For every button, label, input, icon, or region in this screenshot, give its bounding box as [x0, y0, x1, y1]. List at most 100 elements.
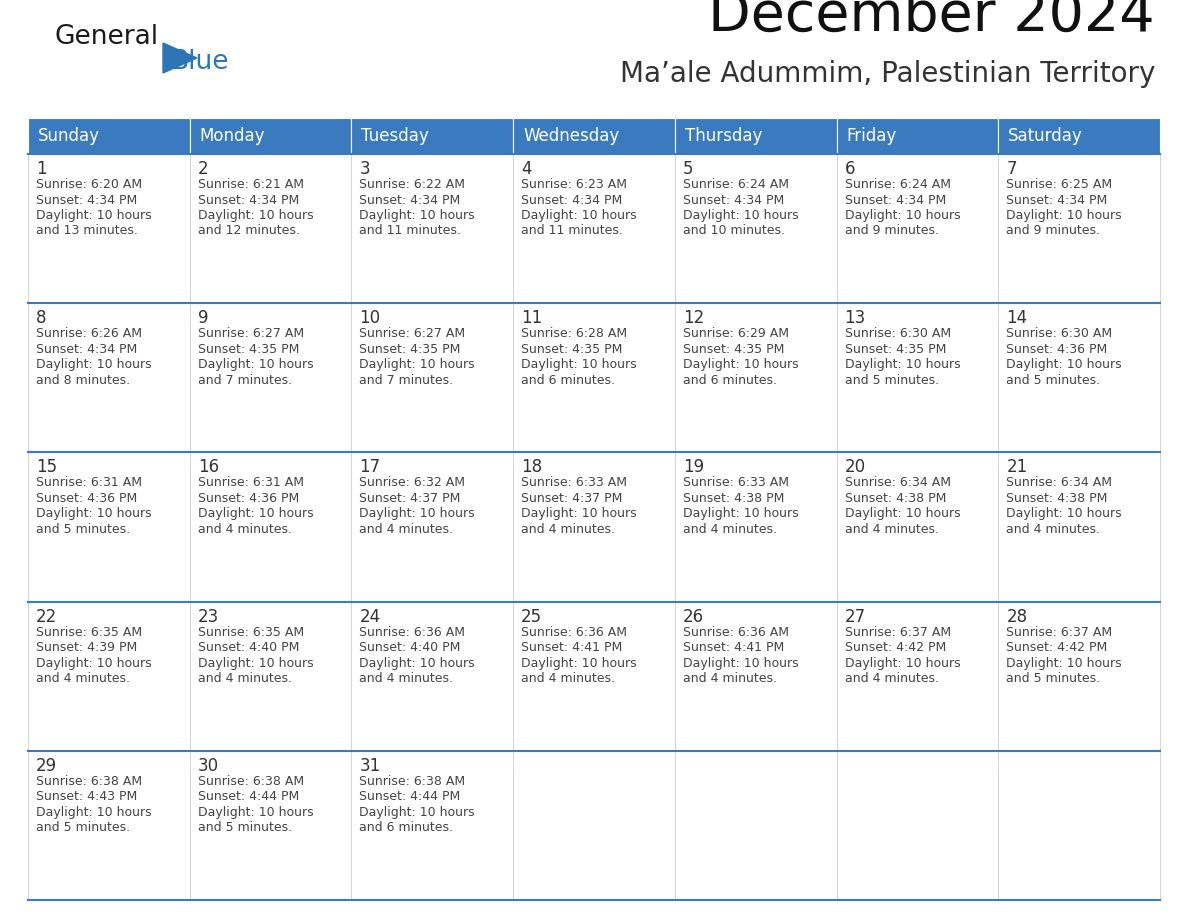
Text: Daylight: 10 hours: Daylight: 10 hours	[36, 209, 152, 222]
Text: Sunset: 4:36 PM: Sunset: 4:36 PM	[36, 492, 138, 505]
Text: and 7 minutes.: and 7 minutes.	[197, 374, 292, 386]
Text: General: General	[55, 24, 159, 50]
Text: and 11 minutes.: and 11 minutes.	[360, 225, 461, 238]
Text: Sunset: 4:42 PM: Sunset: 4:42 PM	[1006, 641, 1107, 655]
Text: Sunrise: 6:31 AM: Sunrise: 6:31 AM	[197, 476, 304, 489]
Text: 25: 25	[522, 608, 542, 625]
Text: and 11 minutes.: and 11 minutes.	[522, 225, 623, 238]
Text: Daylight: 10 hours: Daylight: 10 hours	[197, 358, 314, 371]
Text: Sunrise: 6:27 AM: Sunrise: 6:27 AM	[197, 327, 304, 341]
Text: Sunset: 4:37 PM: Sunset: 4:37 PM	[360, 492, 461, 505]
Text: 14: 14	[1006, 309, 1028, 327]
Text: 24: 24	[360, 608, 380, 625]
Text: 9: 9	[197, 309, 208, 327]
Text: Sunset: 4:41 PM: Sunset: 4:41 PM	[522, 641, 623, 655]
Text: and 4 minutes.: and 4 minutes.	[36, 672, 129, 685]
Text: and 4 minutes.: and 4 minutes.	[197, 523, 292, 536]
Text: 6: 6	[845, 160, 855, 178]
Text: Blue: Blue	[170, 49, 228, 75]
Text: Daylight: 10 hours: Daylight: 10 hours	[845, 358, 960, 371]
Text: and 4 minutes.: and 4 minutes.	[522, 523, 615, 536]
Text: and 4 minutes.: and 4 minutes.	[683, 672, 777, 685]
Text: Sunrise: 6:34 AM: Sunrise: 6:34 AM	[1006, 476, 1112, 489]
Text: Daylight: 10 hours: Daylight: 10 hours	[1006, 358, 1121, 371]
Text: Daylight: 10 hours: Daylight: 10 hours	[36, 358, 152, 371]
Text: Daylight: 10 hours: Daylight: 10 hours	[36, 656, 152, 669]
Text: Friday: Friday	[847, 127, 897, 145]
Text: 28: 28	[1006, 608, 1028, 625]
Text: and 9 minutes.: and 9 minutes.	[845, 225, 939, 238]
Text: Sunset: 4:38 PM: Sunset: 4:38 PM	[845, 492, 946, 505]
Text: Sunset: 4:34 PM: Sunset: 4:34 PM	[36, 194, 138, 207]
Text: Ma’ale Adummim, Palestinian Territory: Ma’ale Adummim, Palestinian Territory	[620, 60, 1155, 88]
Text: and 10 minutes.: and 10 minutes.	[683, 225, 785, 238]
Text: and 5 minutes.: and 5 minutes.	[1006, 374, 1100, 386]
Text: Sunset: 4:44 PM: Sunset: 4:44 PM	[197, 790, 299, 803]
Text: and 12 minutes.: and 12 minutes.	[197, 225, 299, 238]
Bar	[836, 118, 998, 154]
Text: Daylight: 10 hours: Daylight: 10 hours	[845, 508, 960, 521]
Text: Sunrise: 6:24 AM: Sunrise: 6:24 AM	[683, 178, 789, 191]
Text: 11: 11	[522, 309, 543, 327]
Text: Daylight: 10 hours: Daylight: 10 hours	[1006, 209, 1121, 222]
Text: 13: 13	[845, 309, 866, 327]
Text: and 4 minutes.: and 4 minutes.	[845, 672, 939, 685]
Text: Daylight: 10 hours: Daylight: 10 hours	[845, 209, 960, 222]
Text: Tuesday: Tuesday	[361, 127, 429, 145]
Text: Sunset: 4:38 PM: Sunset: 4:38 PM	[1006, 492, 1107, 505]
Text: Sunrise: 6:35 AM: Sunrise: 6:35 AM	[36, 625, 143, 639]
Text: Sunset: 4:34 PM: Sunset: 4:34 PM	[845, 194, 946, 207]
Text: Sunset: 4:44 PM: Sunset: 4:44 PM	[360, 790, 461, 803]
Text: Sunset: 4:37 PM: Sunset: 4:37 PM	[522, 492, 623, 505]
Text: Sunrise: 6:29 AM: Sunrise: 6:29 AM	[683, 327, 789, 341]
Text: Sunrise: 6:32 AM: Sunrise: 6:32 AM	[360, 476, 466, 489]
Text: Daylight: 10 hours: Daylight: 10 hours	[845, 656, 960, 669]
Text: Wednesday: Wednesday	[523, 127, 619, 145]
Text: Sunset: 4:34 PM: Sunset: 4:34 PM	[197, 194, 299, 207]
Text: and 6 minutes.: and 6 minutes.	[360, 822, 454, 834]
Text: Sunrise: 6:25 AM: Sunrise: 6:25 AM	[1006, 178, 1112, 191]
Text: Daylight: 10 hours: Daylight: 10 hours	[360, 358, 475, 371]
Polygon shape	[163, 43, 197, 73]
Text: Daylight: 10 hours: Daylight: 10 hours	[197, 209, 314, 222]
Text: 5: 5	[683, 160, 694, 178]
Text: Sunrise: 6:21 AM: Sunrise: 6:21 AM	[197, 178, 304, 191]
Text: Sunset: 4:34 PM: Sunset: 4:34 PM	[683, 194, 784, 207]
Text: Daylight: 10 hours: Daylight: 10 hours	[197, 508, 314, 521]
Text: Daylight: 10 hours: Daylight: 10 hours	[36, 806, 152, 819]
Text: and 4 minutes.: and 4 minutes.	[360, 523, 454, 536]
Text: Sunrise: 6:30 AM: Sunrise: 6:30 AM	[845, 327, 950, 341]
Bar	[352, 118, 513, 154]
Text: 19: 19	[683, 458, 704, 476]
Text: Sunset: 4:35 PM: Sunset: 4:35 PM	[522, 342, 623, 355]
Text: 1: 1	[36, 160, 46, 178]
Text: Sunset: 4:35 PM: Sunset: 4:35 PM	[360, 342, 461, 355]
Text: and 5 minutes.: and 5 minutes.	[845, 374, 939, 386]
Text: Sunrise: 6:30 AM: Sunrise: 6:30 AM	[1006, 327, 1112, 341]
Text: and 4 minutes.: and 4 minutes.	[1006, 523, 1100, 536]
Bar	[29, 118, 190, 154]
Text: Sunrise: 6:37 AM: Sunrise: 6:37 AM	[845, 625, 950, 639]
Text: Sunrise: 6:34 AM: Sunrise: 6:34 AM	[845, 476, 950, 489]
Text: Daylight: 10 hours: Daylight: 10 hours	[360, 656, 475, 669]
Text: Sunrise: 6:38 AM: Sunrise: 6:38 AM	[197, 775, 304, 788]
Text: Sunrise: 6:28 AM: Sunrise: 6:28 AM	[522, 327, 627, 341]
Text: Sunrise: 6:38 AM: Sunrise: 6:38 AM	[360, 775, 466, 788]
Text: Sunset: 4:34 PM: Sunset: 4:34 PM	[36, 342, 138, 355]
Text: Sunset: 4:40 PM: Sunset: 4:40 PM	[197, 641, 299, 655]
Text: Sunset: 4:43 PM: Sunset: 4:43 PM	[36, 790, 138, 803]
Text: Sunrise: 6:36 AM: Sunrise: 6:36 AM	[360, 625, 466, 639]
Text: Sunset: 4:36 PM: Sunset: 4:36 PM	[1006, 342, 1107, 355]
Text: 3: 3	[360, 160, 369, 178]
Text: Sunset: 4:34 PM: Sunset: 4:34 PM	[522, 194, 623, 207]
Text: Sunrise: 6:31 AM: Sunrise: 6:31 AM	[36, 476, 143, 489]
Text: 23: 23	[197, 608, 219, 625]
Text: and 6 minutes.: and 6 minutes.	[522, 374, 615, 386]
Text: Daylight: 10 hours: Daylight: 10 hours	[683, 508, 798, 521]
Text: and 4 minutes.: and 4 minutes.	[360, 672, 454, 685]
Text: Daylight: 10 hours: Daylight: 10 hours	[36, 508, 152, 521]
Text: and 9 minutes.: and 9 minutes.	[1006, 225, 1100, 238]
Text: Saturday: Saturday	[1009, 127, 1083, 145]
Text: Daylight: 10 hours: Daylight: 10 hours	[360, 806, 475, 819]
Text: Sunset: 4:34 PM: Sunset: 4:34 PM	[1006, 194, 1107, 207]
